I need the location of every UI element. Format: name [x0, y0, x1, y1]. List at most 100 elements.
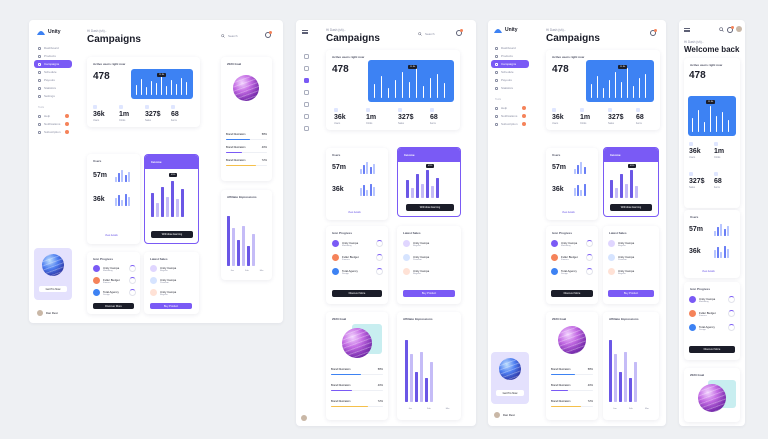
list-item[interactable]: Fuller Budget Finance: [551, 254, 578, 261]
avatar[interactable]: [736, 26, 742, 32]
menu-icon[interactable]: [302, 30, 308, 34]
list-item[interactable]: Total Agency Design: [551, 268, 577, 275]
user-profile[interactable]: [301, 415, 307, 421]
discover-more-button[interactable]: Discover More: [689, 346, 735, 353]
sidebar-item-payouts[interactable]: Payouts: [491, 76, 529, 84]
avatar: [37, 310, 43, 316]
cursor-icon: [366, 108, 370, 112]
page-title: Welcome back: [684, 45, 740, 54]
buy-product-button[interactable]: Buy Product: [608, 290, 654, 297]
notification-bell-icon[interactable]: [265, 31, 272, 38]
search-box[interactable]: Search: [221, 34, 238, 38]
sidebar-item-products[interactable]: Products: [34, 52, 72, 60]
sidebar-item-subscription[interactable]: Subscription: [34, 128, 72, 136]
list-item[interactable]: Total Agency Design: [689, 324, 715, 331]
card-icon: [38, 130, 41, 134]
discover-more-button[interactable]: Discover More: [332, 290, 382, 297]
active-users-card: Active users right now 478 11.9k 36k User…: [546, 50, 660, 130]
view-details-link[interactable]: View details: [348, 211, 361, 214]
discover-more-button[interactable]: Discover More: [93, 303, 134, 309]
list-item[interactable]: Total Agency Design: [332, 268, 358, 275]
list-item[interactable]: Total Agency Design: [93, 289, 137, 296]
megaphone-icon[interactable]: [303, 78, 309, 83]
list-item[interactable]: Unity Campa Marketing: [93, 265, 137, 272]
sidebar-item-campaigns[interactable]: Campaigns: [491, 60, 529, 68]
user-icon: [552, 108, 556, 112]
app-logo[interactable]: Unity: [494, 27, 518, 33]
list-item[interactable]: Unity Campa Regular: [403, 268, 429, 275]
sidebar-item-help[interactable]: Help: [34, 112, 72, 120]
sidebar-item-campaigns[interactable]: Campaigns: [34, 60, 72, 68]
sidebar-item-notifications[interactable]: Notifications: [34, 120, 72, 128]
sphere-illustration: [342, 328, 372, 358]
sidebar-item-help[interactable]: Help: [491, 104, 529, 112]
search-box[interactable]: Search: [418, 32, 435, 36]
notification-bell-icon[interactable]: [727, 26, 734, 33]
card-title: Icon Progress: [93, 257, 114, 261]
buy-product-button[interactable]: Buy Product: [403, 290, 455, 297]
list-item[interactable]: Unity Campa Premium: [608, 254, 634, 261]
sidebar-item-products[interactable]: Products: [491, 52, 529, 60]
get-pro-button[interactable]: Get Pro Now: [496, 390, 524, 396]
list-item[interactable]: Fuller Budget Finance: [689, 310, 716, 317]
withdraw-earning-button[interactable]: Withdraw Earning: [610, 204, 652, 211]
sidebar-item-subscription[interactable]: Subscription: [491, 120, 529, 128]
list-item[interactable]: Unity Campa Marketing: [689, 296, 715, 303]
stat-users: 36k Users: [93, 105, 105, 122]
withdraw-earning-button[interactable]: Withdraw Earning: [406, 204, 454, 211]
box-icon[interactable]: [303, 66, 309, 71]
sidebar-item-statistics[interactable]: Statistics: [34, 84, 72, 92]
user-profile[interactable]: Dan Rest: [37, 310, 58, 316]
goal-row: Brand Illustration 40%: [551, 384, 593, 387]
buy-product-button[interactable]: Buy Product: [150, 303, 192, 309]
greeting: Hi Dash (sh)..: [326, 28, 346, 32]
notification-badge: [65, 122, 69, 126]
sidebar-item-settings[interactable]: Settings: [34, 92, 72, 100]
list-item[interactable]: Unity Campa Premium: [403, 254, 429, 261]
card-title: 2023 Goal: [332, 317, 347, 321]
gear-icon[interactable]: [303, 126, 309, 131]
view-details-link[interactable]: View details: [702, 270, 715, 273]
chart-icon[interactable]: [303, 114, 309, 119]
list-item[interactable]: Unity Campa Regular: [403, 240, 429, 247]
list-item[interactable]: Unity Campa Regular: [608, 268, 634, 275]
megaphone-icon: [495, 62, 498, 66]
wallet-icon[interactable]: [303, 102, 309, 107]
withdraw-earning-button[interactable]: Withdraw Earning: [151, 231, 193, 238]
card-title: Icon Progress: [332, 231, 353, 235]
user-icon: [689, 142, 693, 146]
app-logo[interactable]: Unity: [37, 29, 61, 35]
sidebar-item-schedule[interactable]: Schedule: [491, 68, 529, 76]
list-item[interactable]: Unity Campa Marketing: [551, 240, 577, 247]
notification-bell-icon[interactable]: [650, 29, 657, 36]
user-profile[interactable]: Dan Rest: [494, 412, 515, 418]
view-details-link[interactable]: View details: [105, 234, 118, 237]
sidebar-item-dashboard[interactable]: Dashboard: [491, 44, 529, 52]
income-card-header: [398, 148, 460, 162]
calendar-icon[interactable]: [303, 90, 309, 95]
list-item[interactable]: Unity Campa Regular: [608, 240, 634, 247]
dashboard-icon[interactable]: [303, 54, 309, 59]
page-title: Campaigns: [87, 34, 141, 45]
list-item[interactable]: Unity Campa Regular: [150, 265, 176, 272]
sidebar-item-dashboard[interactable]: Dashboard: [34, 44, 72, 52]
notification-bell-icon[interactable]: [456, 29, 463, 36]
sidebar-item-schedule[interactable]: Schedule: [34, 68, 72, 76]
sidebar-item-payouts[interactable]: Payouts: [34, 76, 72, 84]
users-mini-chart-2: [574, 184, 586, 196]
sidebar-item-notifications[interactable]: Notifications: [491, 112, 529, 120]
active-users-value: 478: [332, 64, 349, 75]
income-card-header: [145, 155, 198, 169]
list-item[interactable]: Unity Campa Marketing: [332, 240, 358, 247]
get-pro-button[interactable]: Get Pro Now: [39, 286, 67, 292]
impressions-card: Affiliate Impressions Jan Feb Mar: [603, 312, 659, 420]
list-item[interactable]: Unity Campa Premium: [150, 277, 176, 284]
view-details-link[interactable]: View details: [562, 211, 575, 214]
list-item[interactable]: Fuller Budget Finance: [93, 277, 137, 284]
sidebar-item-statistics[interactable]: Statistics: [491, 84, 529, 92]
search-icon[interactable]: [719, 27, 724, 32]
list-item[interactable]: Unity Campa Regular: [150, 289, 176, 296]
menu-icon[interactable]: [684, 28, 690, 32]
list-item[interactable]: Fuller Budget Finance: [332, 254, 359, 261]
discover-more-button[interactable]: Discover More: [551, 290, 593, 297]
